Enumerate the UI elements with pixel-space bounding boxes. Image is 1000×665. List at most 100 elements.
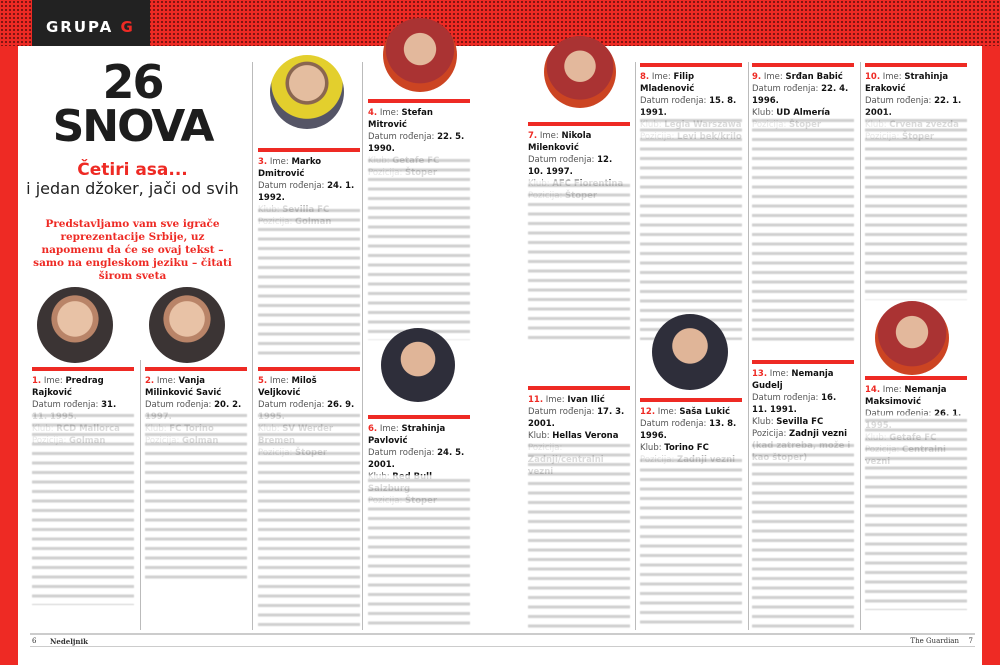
player-number: 6. bbox=[368, 424, 378, 434]
player-name: Strahinja Pavlović bbox=[368, 424, 446, 446]
red-rule bbox=[865, 63, 967, 67]
player-photo bbox=[544, 36, 616, 108]
column-divider bbox=[362, 62, 363, 630]
dob-label: Datum rođenja: bbox=[865, 409, 932, 419]
name-label: Ime: bbox=[156, 376, 176, 386]
player-bio-text bbox=[865, 115, 967, 300]
red-rule bbox=[258, 148, 360, 152]
club-label: Klub: bbox=[528, 431, 550, 441]
name-label: Ime: bbox=[545, 395, 565, 405]
player-number: 4. bbox=[368, 108, 378, 118]
player-number: 10. bbox=[865, 72, 881, 82]
player-name: Vanja Milinković Savić bbox=[145, 376, 222, 398]
name-line: 8. Ime: Filip Mladenović bbox=[640, 71, 742, 95]
player-photo bbox=[149, 287, 225, 363]
section-word: GRUPA bbox=[46, 18, 114, 36]
player-bio-text bbox=[145, 410, 247, 585]
name-line: 9. Ime: Srđan Babić bbox=[752, 71, 854, 83]
player-bio-text bbox=[865, 415, 967, 610]
player-photo bbox=[652, 314, 728, 390]
player-number: 2. bbox=[145, 376, 155, 386]
player-photo bbox=[270, 55, 344, 129]
dob-line: Datum rođenja: 24. 1. 1992. bbox=[258, 180, 360, 204]
name-label: Ime: bbox=[379, 108, 399, 118]
red-rule bbox=[640, 398, 742, 402]
dob-label: Datum rođenja: bbox=[865, 96, 932, 106]
section-label: GRUPA G bbox=[32, 0, 150, 46]
player-bio-text bbox=[258, 205, 360, 355]
dob-line: Datum rođenja: 15. 8. 1991. bbox=[640, 95, 742, 119]
name-label: Ime: bbox=[651, 72, 671, 82]
dob-label: Datum rođenja: bbox=[368, 448, 435, 458]
name-label: Ime: bbox=[379, 424, 399, 434]
name-label: Ime: bbox=[269, 157, 289, 167]
player-number: 5. bbox=[258, 376, 268, 386]
club-line: Klub: UD Almería bbox=[752, 107, 854, 119]
name-line: 14. Ime: Nemanja Maksimović bbox=[865, 384, 967, 408]
player-number: 8. bbox=[640, 72, 650, 82]
headline-number: 26 bbox=[102, 55, 164, 109]
name-label: Ime: bbox=[769, 369, 789, 379]
red-rule bbox=[32, 367, 134, 371]
player-bio-text bbox=[368, 155, 470, 340]
player-dob: 24. 5. 2001. bbox=[368, 448, 465, 470]
player-number: 7. bbox=[528, 131, 538, 141]
player-photo bbox=[381, 328, 455, 402]
player-dob: 17. 3. 2001. bbox=[528, 407, 625, 429]
player-bio-text bbox=[752, 440, 854, 630]
name-line: 10. Ime: Strahinja Eraković bbox=[865, 71, 967, 95]
subtitle-red: Četiri asa... bbox=[77, 160, 188, 180]
player-name: Srđan Babić bbox=[785, 72, 843, 82]
player-name: Miloš Veljković bbox=[258, 376, 317, 398]
column-divider bbox=[748, 62, 749, 630]
player-dob: 24. 1. 1992. bbox=[258, 181, 355, 203]
player-club: Hellas Verona bbox=[552, 431, 619, 441]
player-dob: 22. 1. 2001. bbox=[865, 96, 962, 118]
player-bio-text bbox=[640, 115, 742, 340]
name-line: 2. Ime: Vanja Milinković Savić bbox=[145, 375, 247, 399]
player-bio-text bbox=[32, 410, 134, 605]
player-number: 1. bbox=[32, 376, 42, 386]
right-red-margin bbox=[982, 0, 1000, 665]
dob-label: Datum rođenja: bbox=[528, 155, 595, 165]
player-photo bbox=[37, 287, 113, 363]
name-line: 1. Ime: Predrag Rajković bbox=[32, 375, 134, 399]
dob-label: Datum rođenja: bbox=[368, 132, 435, 142]
player-club: UD Almería bbox=[776, 108, 831, 118]
player-bio-text bbox=[258, 410, 360, 630]
dob-line: Datum rođenja: 22. 5. 1990. bbox=[368, 131, 470, 155]
column-divider bbox=[860, 62, 861, 630]
red-rule bbox=[258, 367, 360, 371]
dob-label: Datum rođenja: bbox=[258, 400, 325, 410]
right-brand: The Guardian bbox=[910, 637, 959, 645]
player-name: Ivan Ilić bbox=[567, 395, 605, 405]
red-rule bbox=[368, 99, 470, 103]
player-bio-text bbox=[528, 180, 630, 345]
headline-word: SNOVA bbox=[52, 101, 215, 152]
player-name: Nemanja Gudelj bbox=[752, 369, 834, 391]
club-label: Klub: bbox=[752, 417, 774, 427]
player-dob: 16. 11. 1991. bbox=[752, 393, 837, 415]
red-rule bbox=[640, 63, 742, 67]
red-rule bbox=[368, 415, 470, 419]
dob-label: Datum rođenja: bbox=[640, 96, 707, 106]
player-club: Torino FC bbox=[664, 443, 709, 453]
club-label: Klub: bbox=[640, 443, 662, 453]
player-name: Marko Dmitrović bbox=[258, 157, 322, 179]
name-label: Ime: bbox=[763, 72, 783, 82]
player-number: 11. bbox=[528, 395, 544, 405]
subtitle: i jedan džoker, jači od svih bbox=[26, 179, 239, 198]
section-letter: G bbox=[120, 18, 135, 36]
dob-line: Datum rođenja: 13. 8. 1996. bbox=[640, 418, 742, 442]
dob-line: Datum rođenja: 22. 4. 1996. bbox=[752, 83, 854, 107]
name-line: 6. Ime: Strahinja Pavlović bbox=[368, 423, 470, 447]
player-number: 13. bbox=[752, 369, 768, 379]
name-line: 11. Ime: Ivan Ilić bbox=[528, 394, 630, 406]
player-number: 14. bbox=[865, 385, 881, 395]
player-dob: 12. 10. 1997. bbox=[528, 155, 613, 177]
player-name: Stefan Mitrović bbox=[368, 108, 433, 130]
right-page-number: 7 bbox=[968, 637, 973, 645]
player-name: Saša Lukić bbox=[679, 407, 731, 417]
name-line: 12. Ime: Saša Lukić bbox=[640, 406, 742, 418]
player-name: Filip Mladenović bbox=[640, 72, 695, 94]
